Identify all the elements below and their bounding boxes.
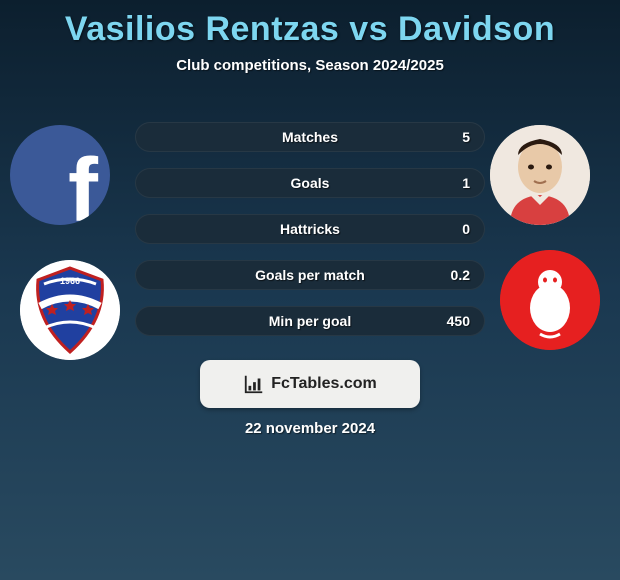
- stat-row: Min per goal 450: [135, 306, 485, 336]
- stat-label: Goals per match: [255, 267, 365, 283]
- stat-label: Matches: [282, 129, 338, 145]
- facebook-icon: f: [68, 140, 98, 225]
- subtitle: Club competitions, Season 2024/2025: [0, 57, 620, 74]
- stat-value: 0: [462, 221, 470, 237]
- stat-value: 0.2: [451, 267, 470, 283]
- club-right-badge: [500, 250, 600, 350]
- emblem-icon: [500, 250, 600, 350]
- date-label: 22 november 2024: [0, 420, 620, 437]
- stat-value: 450: [447, 313, 470, 329]
- player-left-avatar: f: [10, 125, 110, 225]
- stat-row: Goals per match 0.2: [135, 260, 485, 290]
- source-badge: FcTables.com: [200, 360, 420, 408]
- card: Vasilios Rentzas vs Davidson Club compet…: [0, 0, 620, 580]
- stat-row: Matches 5: [135, 122, 485, 152]
- stat-label: Min per goal: [269, 313, 351, 329]
- page-title: Vasilios Rentzas vs Davidson: [0, 10, 620, 49]
- stat-row: Hattricks 0: [135, 214, 485, 244]
- stat-label: Hattricks: [280, 221, 340, 237]
- player-face-icon: [490, 125, 590, 225]
- player-right-avatar: [490, 125, 590, 225]
- stat-label: Goals: [291, 175, 330, 191]
- chart-icon: [243, 373, 265, 395]
- stat-value: 5: [462, 129, 470, 145]
- shield-icon: 1966: [20, 260, 120, 360]
- stats-list: Matches 5 Goals 1 Hattricks 0 Goals per …: [135, 122, 485, 352]
- svg-text:1966: 1966: [60, 276, 80, 286]
- source-badge-label: FcTables.com: [271, 375, 377, 393]
- stat-row: Goals 1: [135, 168, 485, 198]
- stat-value: 1: [462, 175, 470, 191]
- club-left-badge: 1966: [20, 260, 120, 360]
